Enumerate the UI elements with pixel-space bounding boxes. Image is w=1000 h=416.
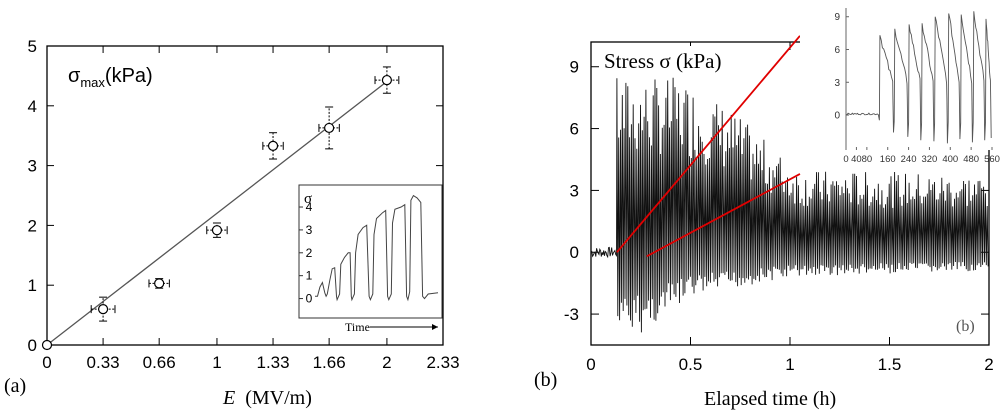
panel-a-inset-ylabel: σ (304, 191, 312, 207)
panel-a-inset-ticks: 0 1 2 3 4 (299, 200, 313, 306)
panel-b-inset-ytick-label: 9 (834, 12, 840, 23)
panel-a-inset-ytick-label: 1 (306, 269, 313, 283)
panel-a-data-point (324, 122, 335, 134)
panel-b-title: Stress σ (kPa) (604, 49, 721, 73)
panel-a-ytick-label: 1 (28, 276, 37, 295)
panel-a-xlabel: E (MV/m) (222, 387, 312, 409)
panel-b-ytick-label: 3 (570, 181, 579, 200)
panel-a-inset-ytick-label: 0 (306, 292, 313, 306)
panel-b-inset-xtick-label: 400 (942, 154, 958, 165)
panel-a-inset-arrow-head (432, 324, 438, 330)
panel-b: 0 0.5 1 1.5 2 -3 0 3 6 9 Stress σ (kPa) Elapsed t… (534, 4, 1000, 410)
panel-b-label: (b) (534, 369, 557, 391)
panel-a-ticks: 0 0.33 0.66 1 1.33 1.66 2 2.33 0 1 2 3 4 5 (28, 37, 460, 372)
panel-a-data-point (211, 225, 223, 236)
panel-b-inset-xtick-label: 40 (851, 154, 862, 165)
panel-b-inset-ytick-label: 0 (834, 111, 840, 122)
panel-a-xtick-label: 2.33 (426, 353, 459, 372)
panel-a-fit-line (46, 78, 391, 346)
panel-a-ytick-label: 3 (28, 157, 37, 176)
panel-a-data-point (154, 278, 165, 289)
panel-b-zoom-lines (616, 35, 801, 258)
panel-a-xtick-label: 1 (212, 353, 221, 372)
panel-a-xtick-label: 1.33 (256, 353, 289, 372)
panel-b-zoom-line (646, 173, 801, 258)
panel-a-xtick-label: 1.66 (313, 353, 346, 372)
panel-a-xtick-label: 0.66 (143, 353, 176, 372)
panel-a-data-point (267, 140, 279, 151)
panel-b-inset-ytick-label: 3 (834, 78, 840, 89)
panel-a-data-point (381, 74, 393, 86)
panel-a-ytick-label: 4 (28, 97, 37, 116)
panel-b-inset-xtick-label: 0 (843, 154, 848, 165)
panel-a-inset-series (315, 194, 439, 302)
panel-a-ylabel: σmax(kPa) (68, 65, 153, 90)
panel-a-xtick-label: 2 (382, 353, 391, 372)
panel-a-data-point (41, 339, 53, 351)
panel-b-xlabel: Elapsed time (h) (704, 388, 836, 410)
panel-b-xtick-label: 1.5 (878, 355, 902, 374)
panel-b-ytick-label: 9 (570, 58, 579, 77)
panel-a-xtick-label: 0 (42, 353, 51, 372)
panel-b-inset-xtick-label: 320 (921, 154, 937, 165)
panel-b-zoom-line (616, 35, 801, 253)
panel-a-inset-ytick-label: 3 (306, 223, 313, 237)
panel-a-ytick-label: 5 (28, 37, 37, 56)
panel-a-xtick-label: 0.33 (87, 353, 120, 372)
panel-a-points (41, 66, 400, 351)
panel-b-xtick-label: 1 (785, 355, 794, 374)
panel-b-inset-bg (800, 4, 996, 150)
panel-a-frame (46, 45, 444, 346)
panel-b-title-bg (600, 46, 746, 74)
panel-b-ytick-label: 6 (570, 120, 579, 139)
panel-b-xtick-label: 2 (984, 355, 993, 374)
panel-b-xtick-label: 0.5 (679, 355, 703, 374)
panel-b-ytick-label: 0 (570, 243, 579, 262)
panel-a-ytick-label: 2 (28, 216, 37, 235)
panel-b-inset-series (845, 11, 992, 144)
panel-b-inset-xtick-label: 480 (963, 154, 979, 165)
panel-b-inset-xtick-label: 160 (880, 154, 896, 165)
panel-b-inset-ytick-label: 6 (834, 45, 840, 56)
panel-a-inset-ytick-label: 4 (306, 200, 313, 214)
panel-b-inset-xtick-label: 80 (862, 154, 873, 165)
panel-b-inset-xtick-label: 560 (984, 154, 1000, 165)
panel-a-inset-xlabel: Time (345, 320, 370, 334)
panel-a-inset-ytick-label: 2 (306, 246, 313, 260)
panel-b-xtick-label: 0 (586, 355, 595, 374)
panel-a-data-point (97, 304, 109, 315)
panel-b-stress-signal (590, 77, 989, 333)
panel-a-ytick-label: 0 (28, 336, 37, 355)
panel-a-inset: 0 1 2 3 4 σ Time (298, 184, 443, 334)
panel-b-ytick-label: -3 (564, 305, 579, 324)
panel-b-corner-label: (b) (956, 318, 975, 335)
panel-a-inset-frame (298, 184, 443, 319)
panel-a-label: (a) (4, 375, 26, 397)
panel-b-inset-xtick-label: 240 (901, 154, 917, 165)
